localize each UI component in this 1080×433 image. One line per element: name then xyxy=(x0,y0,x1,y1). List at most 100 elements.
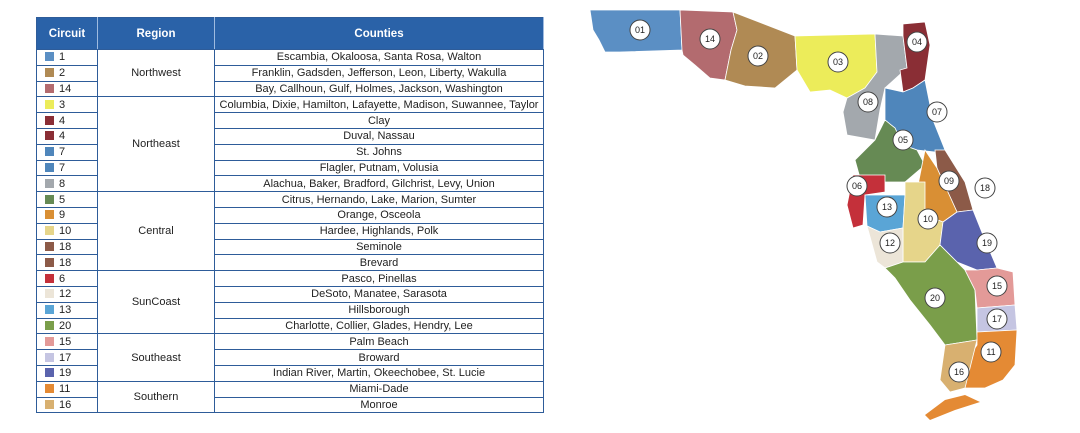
counties-cell: Alachua, Baker, Bradford, Gilchrist, Lev… xyxy=(214,175,544,193)
counties-cell: Indian River, Martin, Okeechobee, St. Lu… xyxy=(214,365,544,382)
counties-cell: Clay xyxy=(214,112,544,129)
table-row: 9 Orange, Osceola xyxy=(36,207,544,224)
circuit-number: 13 xyxy=(59,304,72,317)
color-swatch xyxy=(45,273,54,283)
table-row: 11 Southern Miami-Dade xyxy=(36,381,544,414)
circuit-label-11: 11 xyxy=(980,341,1002,363)
counties-cell: Escambia, Okaloosa, Santa Rosa, Walton xyxy=(214,49,544,66)
circuit-number: 16 xyxy=(59,398,72,411)
circuit-number: 14 xyxy=(59,82,72,95)
svg-text:10: 10 xyxy=(923,214,933,224)
color-swatch xyxy=(45,305,54,315)
color-swatch xyxy=(45,320,54,330)
table-row: 18 Brevard xyxy=(36,254,544,272)
circuit-cell: 4 xyxy=(36,128,98,145)
circuit-cell: 7 xyxy=(36,144,98,161)
circuit-cell: 20 xyxy=(36,318,98,335)
circuit-number: 5 xyxy=(59,193,66,206)
table-row: 16 Monroe xyxy=(36,397,544,414)
circuit-label-17: 17 xyxy=(986,308,1008,330)
circuit-label-09: 09 xyxy=(938,170,960,192)
counties-cell: Hillsborough xyxy=(214,302,544,319)
circuit-cell: 9 xyxy=(36,207,98,224)
svg-text:19: 19 xyxy=(982,238,992,248)
table-row: 14 Bay, Callhoun, Gulf, Holmes, Jackson, … xyxy=(36,81,544,98)
counties-cell: DeSoto, Manatee, Sarasota xyxy=(214,286,544,303)
color-swatch xyxy=(45,99,54,109)
table-body: 1 Northwest Escambia, Okaloosa, Santa Rosa… xyxy=(36,49,544,414)
region-cell: Northwest xyxy=(97,49,215,98)
counties-cell: Franklin, Gadsden, Jefferson, Leon, Libe… xyxy=(214,65,544,82)
table-row: 2 Franklin, Gadsden, Jefferson, Leon, Lib… xyxy=(36,65,544,82)
circuit-cell: 18 xyxy=(36,254,98,272)
table-row: 13 Hillsborough xyxy=(36,302,544,319)
circuit-number: 15 xyxy=(59,335,72,348)
circuit-number: 1 xyxy=(59,51,66,64)
counties-cell: Miami-Dade xyxy=(214,381,544,398)
counties-cell: Hardee, Highlands, Polk xyxy=(214,223,544,240)
circuit-cell: 1 xyxy=(36,49,98,66)
counties-cell: Columbia, Dixie, Hamilton, Lafayette, Ma… xyxy=(214,96,544,114)
circuit-cell: 10 xyxy=(36,223,98,240)
region-cell: Northeast xyxy=(97,96,215,193)
table-row: 7 Flagler, Putnam, Volusia xyxy=(36,160,544,177)
counties-cell: Bay, Callhoun, Gulf, Holmes, Jackson, Wa… xyxy=(214,81,544,98)
counties-cell: Citrus, Hernando, Lake, Marion, Sumter xyxy=(214,191,544,208)
region-cell: SunCoast xyxy=(97,270,215,335)
region-cell: Central xyxy=(97,191,215,272)
circuit-number: 10 xyxy=(59,225,72,238)
svg-text:18: 18 xyxy=(980,183,990,193)
circuit-label-20: 20 xyxy=(924,287,946,309)
svg-text:04: 04 xyxy=(912,37,922,47)
circuit-cell: 4 xyxy=(36,112,98,129)
circuit-cell: 11 xyxy=(36,381,98,398)
svg-text:08: 08 xyxy=(863,97,873,107)
color-swatch xyxy=(45,147,54,157)
color-swatch xyxy=(45,241,54,251)
circuit-label-03: 03 xyxy=(827,51,849,73)
circuit-cell: 12 xyxy=(36,286,98,303)
table-row: 19 Indian River, Martin, Okeechobee, St. … xyxy=(36,365,544,382)
color-swatch xyxy=(45,336,54,346)
circuit-cell: 15 xyxy=(36,333,98,351)
circuit-number: 3 xyxy=(59,98,66,111)
counties-cell: Duval, Nassau xyxy=(214,128,544,145)
table-row: 7 St. Johns xyxy=(36,144,544,161)
header-circuit: Circuit xyxy=(36,17,98,50)
svg-text:06: 06 xyxy=(852,181,862,191)
svg-text:01: 01 xyxy=(635,25,645,35)
table-row: 20 Charlotte, Collier, Glades, Hendry, Le… xyxy=(36,318,544,335)
circuit-number: 19 xyxy=(59,367,72,380)
florida-keys xyxy=(925,395,980,420)
table-row: 6 SunCoast Pasco, Pinellas xyxy=(36,270,544,335)
circuit-label-07: 07 xyxy=(926,101,948,123)
header-counties: Counties xyxy=(214,17,544,50)
counties-cell: Brevard xyxy=(214,254,544,272)
circuit-number: 18 xyxy=(59,240,72,253)
circuit-label-08: 08 xyxy=(857,91,879,113)
svg-text:20: 20 xyxy=(930,293,940,303)
circuit-label-14: 14 xyxy=(699,28,721,50)
circuit-number: 8 xyxy=(59,177,66,190)
counties-cell: Monroe xyxy=(214,397,544,414)
color-swatch xyxy=(45,83,54,93)
svg-text:09: 09 xyxy=(944,176,954,186)
table-row: 12 DeSoto, Manatee, Sarasota xyxy=(36,286,544,303)
color-swatch xyxy=(45,210,54,220)
circuit-number: 4 xyxy=(59,114,66,127)
counties-cell: Flagler, Putnam, Volusia xyxy=(214,160,544,177)
counties-cell: Charlotte, Collier, Glades, Hendry, Lee xyxy=(214,318,544,335)
counties-cell: Pasco, Pinellas xyxy=(214,270,544,287)
color-swatch xyxy=(45,178,54,188)
circuit-label-19: 19 xyxy=(976,232,998,254)
svg-text:11: 11 xyxy=(986,347,995,357)
circuit-cell: 2 xyxy=(36,65,98,82)
svg-text:07: 07 xyxy=(932,107,942,117)
region-cell: Southeast xyxy=(97,333,215,382)
circuit-label-18: 18 xyxy=(974,177,996,199)
color-swatch xyxy=(45,289,54,299)
color-swatch xyxy=(45,384,54,394)
circuit-number: 17 xyxy=(59,351,72,364)
table-header-row: Circuit Region Counties xyxy=(36,17,544,50)
table-row: 4 Clay xyxy=(36,112,544,129)
